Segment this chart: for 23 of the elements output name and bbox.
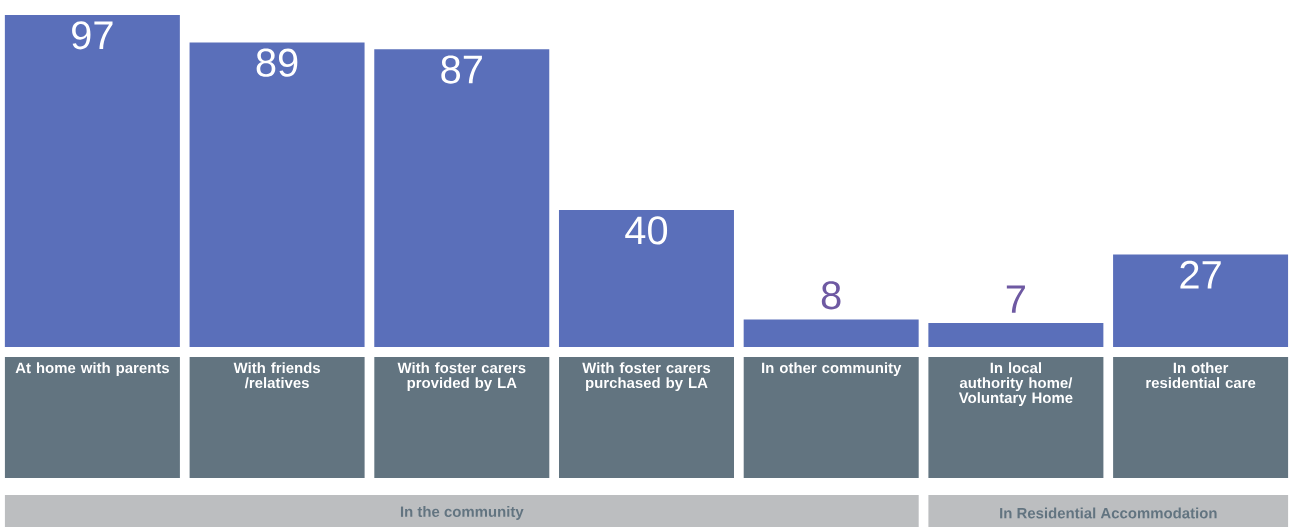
data-label: 7 — [1006, 285, 1025, 313]
x-tick-label: With foster carers provided by LA — [397, 362, 526, 392]
x-tick-label: With foster carers purchased by LA — [582, 362, 711, 392]
bar — [928, 323, 1104, 347]
bar — [4, 15, 180, 347]
data-label: 8 — [821, 281, 841, 310]
bar — [743, 319, 919, 347]
bar — [374, 49, 550, 347]
bar — [189, 42, 365, 347]
x-tick-label: With friends /relatives — [233, 362, 320, 389]
text: In the community — [400, 506, 524, 520]
data-label: 87 — [441, 55, 482, 84]
data-label: 27 — [1180, 260, 1221, 289]
x-tick-label: In other residential care — [1146, 362, 1256, 389]
data-label: 40 — [625, 216, 668, 245]
data-label: 89 — [256, 48, 298, 77]
x-tick-label: In local authority home/ Voluntary Home — [958, 362, 1073, 406]
data-label: 97 — [72, 21, 113, 50]
x-tick-label: In other community — [762, 362, 902, 377]
x-tick-label: At home with parents — [15, 362, 169, 377]
bar — [558, 210, 734, 347]
text: In Residential Accommodation — [1000, 507, 1217, 519]
bar — [1113, 254, 1289, 347]
